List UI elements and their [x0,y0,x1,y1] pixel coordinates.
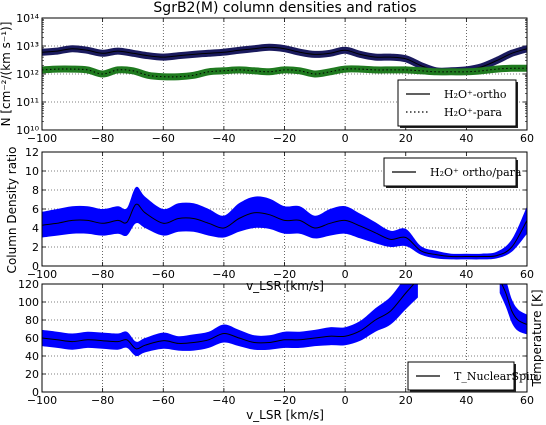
x-tick-label: −80 [91,132,114,145]
x-tick-label: 20 [399,268,413,281]
plot-frame [41,283,528,393]
legend-label: H₂O⁺ ortho/para [430,166,522,179]
series-layer [42,186,527,260]
y-tick-label: 10¹² [16,68,39,81]
x-tick-label: −100 [27,132,57,145]
y-tick-label: 120 [18,278,39,291]
x-tick-label: 60 [520,394,534,407]
series-layer [42,43,527,81]
x-tick-label: 0 [342,268,349,281]
x-tick-label: −60 [152,394,175,407]
y-tick-label: 20 [25,368,39,381]
x-tick-label: −100 [27,268,57,281]
legend-top: H₂O⁺-ortho H₂O⁺-para [397,79,518,128]
legend-label: H₂O⁺-para [444,106,502,119]
plot-frame [41,17,528,131]
y-tick-label: 80 [25,314,39,327]
x-tick-label: −60 [152,268,175,281]
y-tick-label: 12 [25,146,39,159]
x-tick-label: 60 [520,268,534,281]
x-tick-label: 40 [459,394,473,407]
x-axis-label-bottom: v_LSR [km/s] [246,408,324,422]
y-tick-label: 0 [32,386,39,399]
y-tick-label: 6 [32,203,39,216]
x-tick-label: −20 [273,268,296,281]
y-tick-label: 40 [25,350,39,363]
series-line-0 [42,203,527,258]
series-line-1 [42,67,527,78]
legend-middle: H₂O⁺ ortho/para [383,157,522,188]
x-axis-label-middle: v_LSR [km/s] [246,279,324,293]
x-tick-label: −60 [152,132,175,145]
x-tick-label: −40 [212,132,235,145]
x-tick-label: 0 [342,394,349,407]
x-tick-label: −20 [273,132,296,145]
series-layer [42,284,527,357]
y-axis-label-right: Temperature [K] [530,289,544,387]
y-tick-label: 2 [32,241,39,254]
y-axis-label-top: N [cm⁻²/(km s⁻¹)] [0,22,13,127]
x-tick-label: −80 [91,394,114,407]
panel-column-densities: −100 −80 −60 −40 −20 0 20 40 60 10¹⁰ 10¹¹ 10¹² 10¹³ 1… [16,12,534,145]
x-tick-label: 20 [399,394,413,407]
x-tick-label: −80 [91,268,114,281]
y-tick-label: 10¹⁰ [16,124,39,137]
y-tick-label: 10¹⁴ [16,12,39,25]
x-tick-label: −100 [27,394,57,407]
y-tick-label: 4 [32,222,39,235]
legend-bottom: T_NuclearSpin [407,361,537,392]
x-tick-label: 40 [459,268,473,281]
error-band-0 [42,284,418,357]
y-tick-label: 100 [18,296,39,309]
y-tick-label: 10¹³ [16,40,39,53]
y-tick-label: 8 [32,184,39,197]
y-tick-label: 0 [32,260,39,273]
chart-title: SgrB2(M) column densities and ratios [153,0,416,16]
x-tick-label: 60 [520,132,534,145]
x-tick-label: 40 [459,132,473,145]
series-line-0 [42,284,415,350]
y-axis-label-middle: Column Density ratio [5,147,19,274]
y-tick-label: 60 [25,332,39,345]
x-tick-label: 20 [399,132,413,145]
series-line-1 [501,284,527,325]
y-tick-label: 10 [25,165,39,178]
plot-frame [41,151,528,267]
legend-label: H₂O⁺-ortho [444,88,507,101]
x-tick-label: −20 [273,394,296,407]
legend-box [397,79,517,127]
legend-label: T_NuclearSpin [454,370,537,383]
x-tick-label: −40 [212,268,235,281]
y-tick-label: 10¹¹ [16,96,39,109]
error-band-0 [42,186,527,260]
x-tick-label: −40 [212,394,235,407]
x-tick-label: 0 [342,132,349,145]
